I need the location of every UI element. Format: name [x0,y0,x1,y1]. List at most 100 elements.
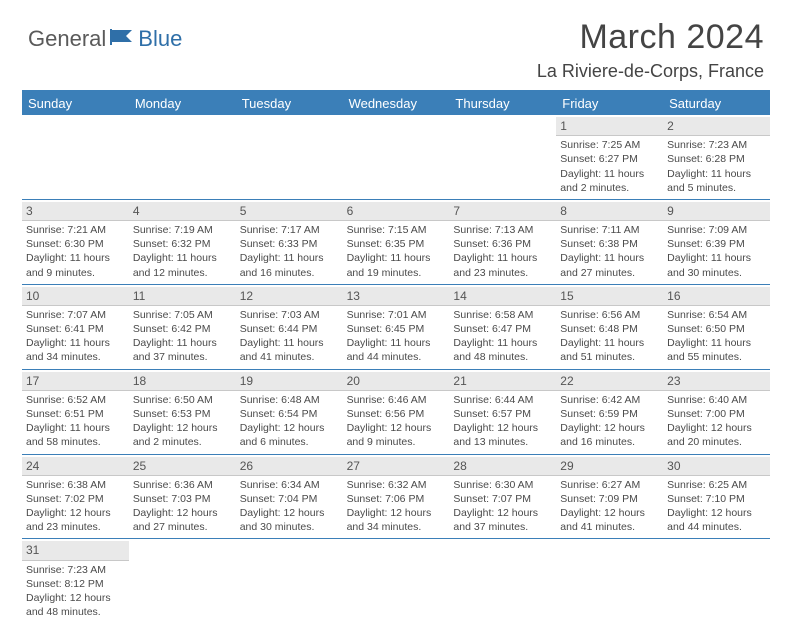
cell-daylight2: and 48 minutes. [26,605,125,619]
day-number: 29 [556,457,663,476]
day-number: 14 [449,287,556,306]
calendar-cell: 22Sunrise: 6:42 AMSunset: 6:59 PMDayligh… [556,370,663,454]
cell-daylight1: Daylight: 12 hours [347,506,446,520]
cell-daylight2: and 5 minutes. [667,181,766,195]
calendar-cell [449,115,556,199]
calendar-cell: 5 Sunrise: 7:17 AMSunset: 6:33 PMDaylight… [236,200,343,284]
cell-sunrise: Sunrise: 7:13 AM [453,223,552,237]
calendar-cell: 12Sunrise: 7:03 AMSunset: 6:44 PMDayligh… [236,285,343,369]
calendar-cell [129,539,236,623]
cell-sunset: Sunset: 7:07 PM [453,492,552,506]
cell-sunrise: Sunrise: 7:09 AM [667,223,766,237]
cell-daylight1: Daylight: 11 hours [453,336,552,350]
logo-flag-icon [110,27,136,52]
day-number: 19 [236,372,343,391]
day-number: 13 [343,287,450,306]
calendar-cell [663,539,770,623]
cell-daylight1: Daylight: 12 hours [240,506,339,520]
cell-sunset: Sunset: 7:10 PM [667,492,766,506]
cell-sunrise: Sunrise: 6:32 AM [347,478,446,492]
calendar-cell: 13Sunrise: 7:01 AMSunset: 6:45 PMDayligh… [343,285,450,369]
calendar-cell: 23Sunrise: 6:40 AMSunset: 7:00 PMDayligh… [663,370,770,454]
cell-sunset: Sunset: 7:09 PM [560,492,659,506]
cell-daylight1: Daylight: 11 hours [347,336,446,350]
day-number: 27 [343,457,450,476]
cell-sunset: Sunset: 6:39 PM [667,237,766,251]
cell-sunrise: Sunrise: 7:15 AM [347,223,446,237]
calendar-week: 24Sunrise: 6:38 AMSunset: 7:02 PMDayligh… [22,455,770,540]
day-header: Friday [556,92,663,115]
day-number: 31 [22,541,129,560]
cell-daylight1: Daylight: 11 hours [667,336,766,350]
cell-daylight1: Daylight: 11 hours [560,336,659,350]
cell-sunrise: Sunrise: 6:30 AM [453,478,552,492]
cell-daylight1: Daylight: 12 hours [240,421,339,435]
cell-daylight1: Daylight: 12 hours [133,421,232,435]
cell-daylight2: and 30 minutes. [667,266,766,280]
cell-sunrise: Sunrise: 7:21 AM [26,223,125,237]
cell-daylight1: Daylight: 12 hours [133,506,232,520]
calendar-week: 31Sunrise: 7:23 AMSunset: 8:12 PMDayligh… [22,539,770,623]
cell-daylight2: and 41 minutes. [240,350,339,364]
cell-daylight1: Daylight: 11 hours [667,167,766,181]
cell-sunrise: Sunrise: 7:05 AM [133,308,232,322]
cell-daylight1: Daylight: 11 hours [26,421,125,435]
cell-sunset: Sunset: 6:59 PM [560,407,659,421]
calendar-cell: 26Sunrise: 6:34 AMSunset: 7:04 PMDayligh… [236,455,343,539]
cell-sunrise: Sunrise: 6:56 AM [560,308,659,322]
cell-daylight2: and 16 minutes. [560,435,659,449]
cell-sunrise: Sunrise: 6:44 AM [453,393,552,407]
calendar-week: 3Sunrise: 7:21 AMSunset: 6:30 PMDaylight… [22,200,770,285]
cell-daylight2: and 37 minutes. [133,350,232,364]
day-number: 26 [236,457,343,476]
calendar-cell: 30Sunrise: 6:25 AMSunset: 7:10 PMDayligh… [663,455,770,539]
calendar-cell: 8Sunrise: 7:11 AMSunset: 6:38 PMDaylight… [556,200,663,284]
cell-sunset: Sunset: 7:00 PM [667,407,766,421]
cell-sunset: Sunset: 6:36 PM [453,237,552,251]
cell-daylight2: and 41 minutes. [560,520,659,534]
cell-sunrise: Sunrise: 7:23 AM [26,563,125,577]
cell-sunrise: Sunrise: 7:07 AM [26,308,125,322]
cell-sunset: Sunset: 6:42 PM [133,322,232,336]
day-header: Thursday [449,92,556,115]
cell-sunset: Sunset: 6:38 PM [560,237,659,251]
logo-text-general: General [28,26,106,52]
cell-daylight1: Daylight: 12 hours [26,506,125,520]
cell-sunset: Sunset: 7:03 PM [133,492,232,506]
day-number: 15 [556,287,663,306]
day-header: Sunday [22,92,129,115]
cell-sunset: Sunset: 6:50 PM [667,322,766,336]
cell-sunset: Sunset: 6:35 PM [347,237,446,251]
cell-sunset: Sunset: 6:33 PM [240,237,339,251]
day-number: 5 [236,202,343,221]
cell-daylight1: Daylight: 11 hours [240,251,339,265]
cell-daylight2: and 12 minutes. [133,266,232,280]
cell-daylight1: Daylight: 12 hours [560,506,659,520]
cell-daylight2: and 16 minutes. [240,266,339,280]
day-number: 1 [556,117,663,136]
cell-sunrise: Sunrise: 7:17 AM [240,223,339,237]
calendar-cell [343,115,450,199]
calendar-cell: 1Sunrise: 7:25 AMSunset: 6:27 PMDaylight… [556,115,663,199]
day-number: 23 [663,372,770,391]
calendar-cell: 27Sunrise: 6:32 AMSunset: 7:06 PMDayligh… [343,455,450,539]
calendar-week: 10Sunrise: 7:07 AMSunset: 6:41 PMDayligh… [22,285,770,370]
cell-sunset: Sunset: 6:44 PM [240,322,339,336]
cell-daylight2: and 37 minutes. [453,520,552,534]
day-number: 2 [663,117,770,136]
cell-daylight2: and 27 minutes. [133,520,232,534]
day-number: 8 [556,202,663,221]
calendar-cell: 15Sunrise: 6:56 AMSunset: 6:48 PMDayligh… [556,285,663,369]
cell-sunset: Sunset: 6:32 PM [133,237,232,251]
calendar-cell: 14Sunrise: 6:58 AMSunset: 6:47 PMDayligh… [449,285,556,369]
cell-sunrise: Sunrise: 7:23 AM [667,138,766,152]
cell-daylight1: Daylight: 11 hours [26,336,125,350]
cell-daylight1: Daylight: 11 hours [560,167,659,181]
cell-sunset: Sunset: 6:41 PM [26,322,125,336]
cell-sunrise: Sunrise: 6:34 AM [240,478,339,492]
calendar-cell: 10Sunrise: 7:07 AMSunset: 6:41 PMDayligh… [22,285,129,369]
cell-sunset: Sunset: 6:56 PM [347,407,446,421]
cell-daylight2: and 48 minutes. [453,350,552,364]
calendar-week: 1Sunrise: 7:25 AMSunset: 6:27 PMDaylight… [22,115,770,200]
cell-daylight2: and 23 minutes. [453,266,552,280]
